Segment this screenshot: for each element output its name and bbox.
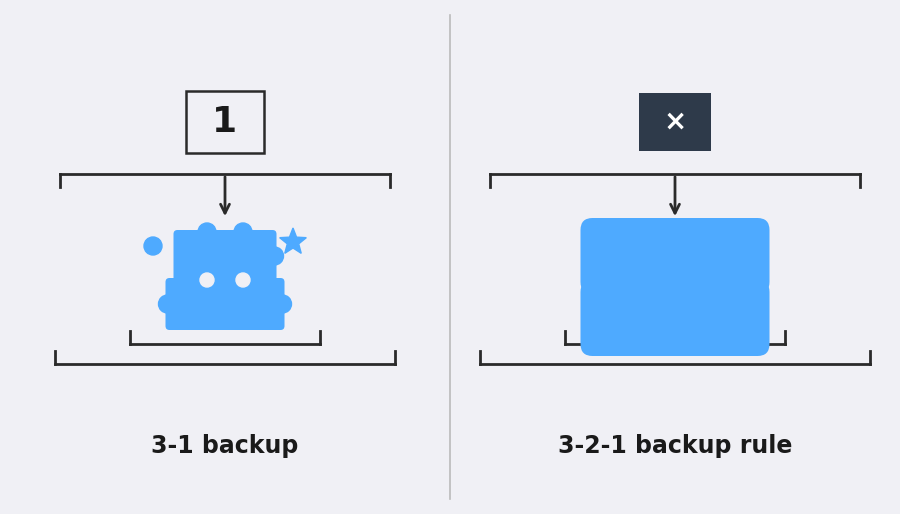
FancyBboxPatch shape <box>639 93 711 151</box>
Text: 1: 1 <box>212 105 238 139</box>
Circle shape <box>234 271 252 289</box>
Circle shape <box>197 268 217 288</box>
FancyBboxPatch shape <box>186 91 264 153</box>
Circle shape <box>234 223 252 241</box>
Circle shape <box>200 273 214 287</box>
Circle shape <box>266 247 284 265</box>
Circle shape <box>144 237 162 255</box>
FancyBboxPatch shape <box>580 280 770 356</box>
Circle shape <box>233 268 253 288</box>
Circle shape <box>274 295 292 313</box>
Circle shape <box>236 273 250 287</box>
Text: 3-2-1 backup rule: 3-2-1 backup rule <box>558 434 792 458</box>
Circle shape <box>198 271 216 289</box>
Text: 3-1 backup: 3-1 backup <box>151 434 299 458</box>
Circle shape <box>158 295 176 313</box>
FancyBboxPatch shape <box>174 230 276 282</box>
Text: ×: × <box>663 108 687 136</box>
FancyBboxPatch shape <box>580 218 770 294</box>
FancyBboxPatch shape <box>166 278 284 330</box>
Circle shape <box>198 223 216 241</box>
Polygon shape <box>280 228 306 253</box>
